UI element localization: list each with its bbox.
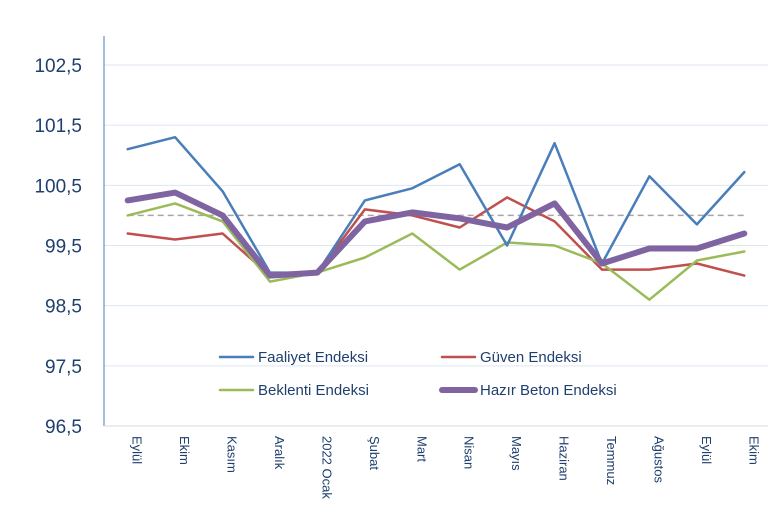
x-tick-label: 2022 Ocak [319,436,334,499]
gridlines [104,64,768,367]
x-tick-label: Temmuz [604,436,619,485]
legend-label: Faaliyet Endeksi [258,349,368,366]
y-tick-label: 99,5 [45,237,82,258]
y-axis-ticks: 102,5 101,5 100,5 99,5 98,5 97,5 96,5 [34,56,82,438]
x-tick-label: Nisan [462,436,477,469]
y-tick-label: 102,5 [34,56,82,77]
x-tick-label: Şubat [367,436,382,470]
y-tick-label: 100,5 [34,176,82,197]
x-tick-label: Ekim [746,436,761,465]
y-tick-label: 98,5 [45,297,82,318]
legend-label: Hazır Beton Endeksi [480,382,617,399]
legend: Faaliyet Endeksi Güven Endeksi Beklenti En… [218,349,617,399]
x-tick-label: Eylül [699,436,714,464]
y-tick-label: 97,5 [45,357,82,378]
x-tick-label: Haziran [557,436,572,481]
series-line [124,189,748,279]
series-line [126,135,746,274]
x-tick-label: Ekim [177,436,192,465]
x-tick-label: Mayıs [509,436,524,471]
y-tick-label: 101,5 [34,116,82,137]
y-tick-label: 96,5 [45,417,82,438]
legend-label: Güven Endeksi [480,349,582,366]
x-tick-label: Mart [414,436,429,462]
x-axis-ticks: Eylül Ekim Kasım Aralık 2022 Ocak Şubat Mart Ni… [130,436,762,499]
x-tick-label: Aralık [272,436,287,470]
x-tick-label: Kasım [225,436,240,473]
series-lines [124,135,748,301]
x-tick-label: Ağustos [651,436,666,483]
series-line [126,196,746,277]
x-tick-label: Eylül [130,436,145,464]
legend-label: Beklenti Endeksi [258,382,369,399]
series-line [126,202,746,301]
